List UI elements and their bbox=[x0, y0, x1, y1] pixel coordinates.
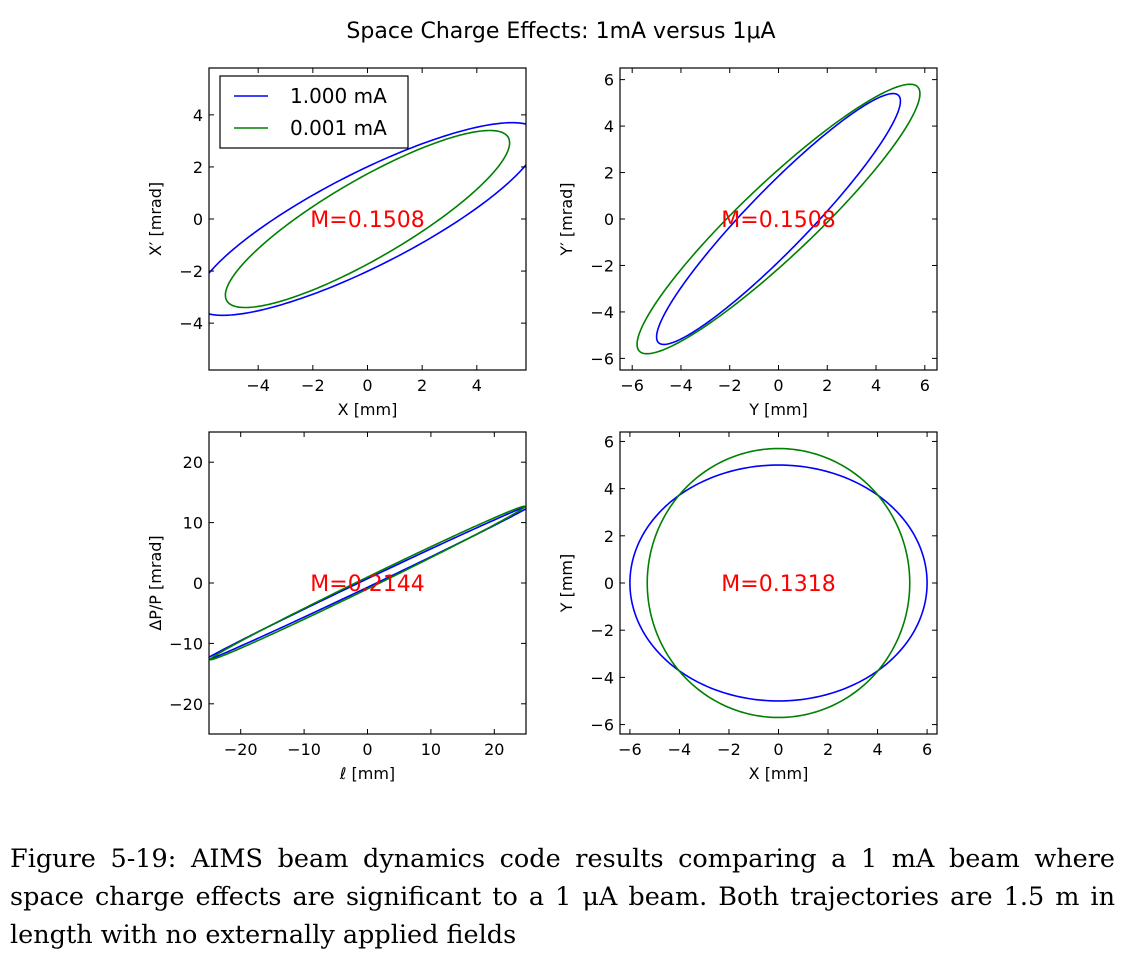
y-tick-label: −4 bbox=[590, 668, 614, 687]
y-tick-label: −6 bbox=[590, 349, 614, 368]
x-tick-label: −2 bbox=[301, 376, 325, 395]
y-tick-label: 20 bbox=[183, 453, 203, 472]
y-axis-label: Y [mm] bbox=[557, 554, 576, 614]
y-tick-label: 2 bbox=[604, 164, 614, 183]
y-tick-label: −4 bbox=[179, 314, 203, 333]
x-tick-label: 0 bbox=[362, 376, 372, 395]
x-tick-label: 2 bbox=[823, 740, 833, 759]
x-tick-label: 2 bbox=[417, 376, 427, 395]
y-tick-label: −6 bbox=[590, 716, 614, 735]
subplot-2: −6 −4 −2 0 2 4 6 −6 −4 −2 0 2 4 6 Y [mm] Y′ [mrad] M=0.1… bbox=[557, 67, 938, 419]
series-line-1mA bbox=[655, 92, 902, 346]
legend-box bbox=[219, 75, 409, 149]
y-tick-label: 4 bbox=[604, 117, 614, 136]
x-tick-label: −4 bbox=[669, 376, 693, 395]
x-tick-label: 6 bbox=[922, 740, 932, 759]
figure: Space Charge Effects: 1mA versus 1μA −4−… bbox=[146, 19, 938, 783]
y-axis-label: Y′ [mrad] bbox=[557, 182, 576, 256]
x-tick-label: 4 bbox=[872, 740, 882, 759]
x-tick-label: 4 bbox=[871, 376, 881, 395]
y-tick-label: −4 bbox=[590, 303, 614, 322]
x-tick-label: −20 bbox=[224, 740, 258, 759]
legend: 1.000 mA 0.001 mA bbox=[219, 75, 409, 149]
y-axis-label: ΔP/P [mrad] bbox=[146, 535, 165, 630]
m-value-annotation: M=0.1318 bbox=[721, 572, 835, 597]
legend-label: 0.001 mA bbox=[290, 116, 387, 140]
x-axis-label: X [mm] bbox=[338, 400, 398, 419]
m-value-annotation: M=0.1508 bbox=[310, 208, 424, 233]
series-group bbox=[636, 83, 921, 355]
y-tick-label: 0 bbox=[604, 210, 614, 229]
y-axis-label: X′ [mrad] bbox=[146, 182, 165, 256]
series-line-1uA bbox=[224, 129, 511, 309]
x-tick-label: −6 bbox=[618, 740, 642, 759]
x-tick-label: 20 bbox=[484, 740, 504, 759]
m-value-annotation: M=0.1508 bbox=[721, 208, 835, 233]
x-tick-label: 10 bbox=[421, 740, 441, 759]
x-tick-label: 0 bbox=[773, 740, 783, 759]
y-tick-label: 0 bbox=[193, 574, 203, 593]
series-group bbox=[209, 121, 526, 317]
y-tick-label: −10 bbox=[169, 634, 203, 653]
x-tick-label: 2 bbox=[822, 376, 832, 395]
y-tick-label: 10 bbox=[183, 514, 203, 533]
y-tick-label: 2 bbox=[604, 527, 614, 546]
y-tick-label: 6 bbox=[604, 71, 614, 90]
subplot-1: −4 −2 0 2 4 −4 −2 0 2 4 X [mm] X′ [mrad] M=0.1508 bbox=[146, 67, 527, 419]
x-tick-label: −2 bbox=[717, 740, 741, 759]
m-value-annotation: M=0.2144 bbox=[310, 572, 424, 597]
series-group bbox=[209, 505, 526, 661]
y-tick-label: 0 bbox=[604, 574, 614, 593]
x-tick-label: 0 bbox=[773, 376, 783, 395]
x-tick-label: −6 bbox=[620, 376, 644, 395]
series-group bbox=[629, 447, 928, 719]
x-tick-label: −4 bbox=[246, 376, 270, 395]
y-tick-label: −2 bbox=[590, 256, 614, 275]
series-line-1uA bbox=[636, 83, 921, 355]
y-tick-label: 0 bbox=[193, 210, 203, 229]
figure-caption: Figure 5-19: AIMS beam dynamics code res… bbox=[10, 844, 1115, 950]
x-axis-label: X [mm] bbox=[749, 764, 809, 783]
figure-title: Space Charge Effects: 1mA versus 1μA bbox=[346, 19, 775, 44]
y-tick-label: 4 bbox=[193, 106, 203, 125]
y-tick-label: −2 bbox=[179, 262, 203, 281]
series-line-1uA bbox=[646, 447, 911, 719]
y-tick-label: 2 bbox=[193, 158, 203, 177]
x-tick-label: −4 bbox=[668, 740, 692, 759]
x-tick-label: 4 bbox=[472, 376, 482, 395]
y-tick-label: −2 bbox=[590, 621, 614, 640]
series-line-1mA bbox=[209, 121, 526, 317]
x-tick-label: 0 bbox=[362, 740, 372, 759]
series-line-1mA bbox=[629, 464, 928, 702]
x-tick-label: 6 bbox=[920, 376, 930, 395]
x-axis-label: ℓ [mm] bbox=[339, 764, 395, 783]
x-axis-label: Y [mm] bbox=[748, 400, 808, 419]
x-tick-label: −10 bbox=[287, 740, 321, 759]
y-tick-label: −20 bbox=[169, 695, 203, 714]
y-tick-label: 4 bbox=[604, 480, 614, 499]
x-tick-label: −2 bbox=[718, 376, 742, 395]
subplot-3: −20 −10 0 10 20 −20 −10 0 10 20 ℓ [mm] ΔP/P [mrad] M… bbox=[146, 431, 527, 783]
subplot-4: −6 −4 −2 0 2 4 6 −6 −4 −2 0 2 4 6 X [mm] Y [mm] M=0.1318 bbox=[557, 431, 938, 783]
legend-label: 1.000 mA bbox=[290, 84, 387, 108]
series-line-1uA bbox=[209, 505, 526, 661]
y-tick-label: 6 bbox=[604, 432, 614, 451]
